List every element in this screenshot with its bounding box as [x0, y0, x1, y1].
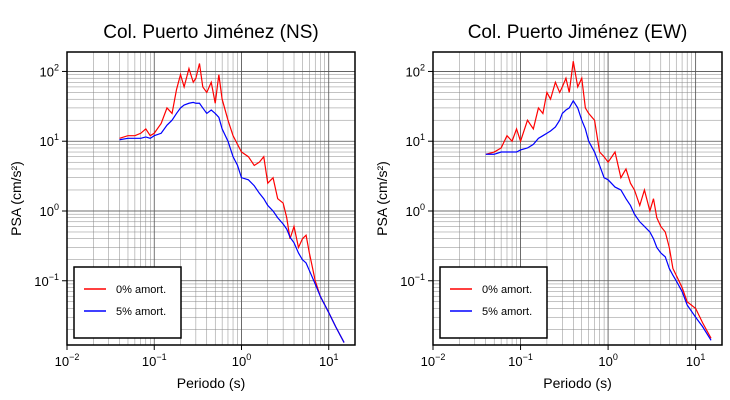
tick-exponent: 0 — [54, 202, 59, 212]
series-line — [485, 61, 712, 339]
tick-base: 10 — [319, 354, 333, 369]
chart-title: Col. Puerto Jiménez (EW) — [468, 22, 688, 43]
tick-base: 10 — [40, 134, 54, 149]
y-tick-label: 101 — [406, 132, 425, 149]
tick-exponent: 2 — [420, 62, 425, 72]
tick-exponent: −2 — [69, 352, 79, 362]
tick-exponent: 1 — [420, 132, 425, 142]
y-tick-label: 100 — [406, 202, 425, 219]
tick-exponent: −1 — [415, 272, 425, 282]
plot-frame — [66, 51, 356, 346]
tick-base: 10 — [40, 204, 54, 219]
x-tick-label: 10−1 — [142, 352, 167, 369]
y-tick-label: 10−1 — [400, 272, 425, 289]
tick-exponent: −1 — [156, 352, 166, 362]
y-tick-label: 102 — [406, 62, 425, 79]
tick-exponent: −2 — [435, 352, 445, 362]
y-tick-label: 102 — [40, 62, 59, 79]
tick-exponent: 1 — [54, 132, 59, 142]
x-tick-label: 100 — [232, 352, 251, 369]
tick-exponent: 2 — [54, 62, 59, 72]
tick-base: 10 — [406, 134, 420, 149]
plot-frame — [432, 51, 723, 346]
tick-base: 10 — [55, 354, 69, 369]
tick-exponent: 0 — [613, 352, 618, 362]
x-tick-label: 101 — [319, 352, 338, 369]
tick-base: 10 — [40, 64, 54, 79]
tick-base: 10 — [142, 354, 156, 369]
tick-base: 10 — [686, 354, 700, 369]
y-tick-label: 100 — [40, 202, 59, 219]
tick-base: 10 — [421, 354, 435, 369]
tick-exponent: 1 — [700, 352, 705, 362]
series-line — [119, 101, 345, 343]
tick-exponent: 0 — [420, 202, 425, 212]
y-tick-label: 101 — [40, 132, 59, 149]
tick-base: 10 — [400, 274, 414, 289]
x-tick-label: 10−2 — [421, 352, 446, 369]
x-tick-label: 10−1 — [508, 352, 533, 369]
y-axis-label: PSA (cm/s²) — [374, 161, 390, 236]
tick-base: 10 — [406, 64, 420, 79]
tick-exponent: 0 — [246, 352, 251, 362]
tick-base: 10 — [508, 354, 522, 369]
series-line — [119, 63, 345, 343]
tick-base: 10 — [598, 354, 612, 369]
legend-box — [439, 266, 548, 339]
tick-exponent: 1 — [333, 352, 338, 362]
legend-label: 5% amort. — [482, 306, 532, 318]
tick-exponent: −1 — [49, 272, 59, 282]
y-tick-label: 10−1 — [34, 272, 59, 289]
x-axis-label: Periodo (s) — [543, 375, 611, 391]
tick-base: 10 — [34, 274, 48, 289]
legend-box — [73, 266, 182, 339]
tick-base: 10 — [406, 204, 420, 219]
legend-label: 5% amort. — [116, 306, 166, 318]
tick-base: 10 — [232, 354, 246, 369]
legend-label: 0% amort. — [482, 284, 532, 296]
tick-exponent: −1 — [523, 352, 533, 362]
chart-title: Col. Puerto Jiménez (NS) — [103, 22, 318, 43]
x-tick-label: 10−2 — [55, 352, 80, 369]
series-line — [485, 99, 712, 341]
x-tick-label: 101 — [686, 352, 705, 369]
x-tick-label: 100 — [598, 352, 617, 369]
legend-label: 0% amort. — [116, 284, 166, 296]
x-axis-label: Periodo (s) — [177, 375, 245, 391]
y-axis-label: PSA (cm/s²) — [8, 161, 24, 236]
